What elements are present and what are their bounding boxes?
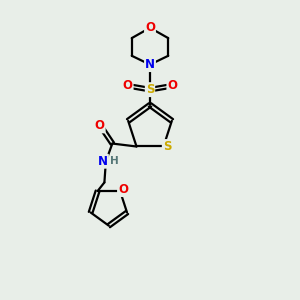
Text: S: S	[163, 140, 171, 153]
Text: O: O	[95, 119, 105, 132]
Text: O: O	[118, 183, 128, 196]
Text: N: N	[98, 155, 108, 168]
Text: H: H	[110, 156, 118, 166]
Text: O: O	[145, 21, 155, 34]
Text: O: O	[167, 79, 177, 92]
Text: S: S	[146, 83, 154, 96]
Text: O: O	[123, 79, 133, 92]
Text: N: N	[145, 58, 155, 71]
